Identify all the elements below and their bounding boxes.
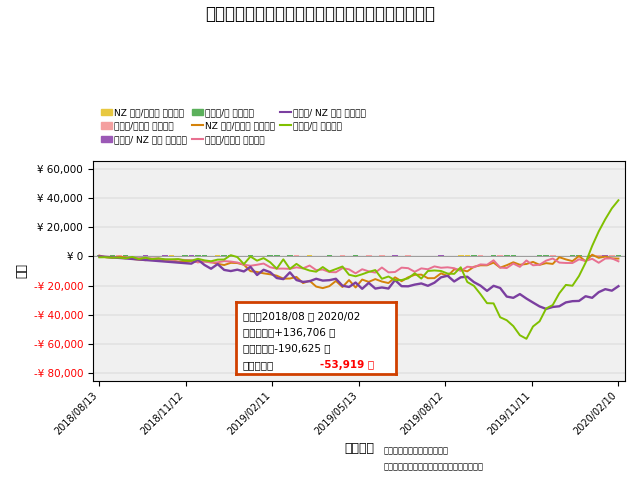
Text: 期間：2018/08 ～ 2020/02: 期間：2018/08 ～ 2020/02 — [243, 311, 360, 321]
Bar — [570, 255, 575, 256]
Bar — [438, 255, 444, 256]
Text: 評価損益：-190,625 円: 評価損益：-190,625 円 — [243, 343, 330, 353]
豪ドル/円 合計損益 — [523, 336, 531, 342]
豪ドル/ NZ ドル 合計損益 — [451, 278, 458, 284]
Bar — [497, 255, 503, 256]
Text: 合計損益：ポジションを全決済した時の損益: 合計損益：ポジションを全決済した時の損益 — [384, 462, 484, 471]
NZ ドル/米ドル 合計損益 — [437, 270, 445, 276]
豪ドル/円 合計損益 — [562, 282, 570, 288]
NZ ドル/米ドル 合計損益 — [588, 252, 596, 258]
Text: 実現損益：決済益＋スワップ: 実現損益：決済益＋スワップ — [384, 446, 449, 456]
豪ドル/ NZ ドル 合計損益 — [562, 300, 570, 305]
Line: NZ ドル/米ドル 合計損益: NZ ドル/米ドル 合計損益 — [99, 255, 618, 288]
豪ドル/ NZ ドル 合計損益 — [95, 253, 103, 259]
豪ドル/米ドル 合計損益 — [411, 269, 419, 275]
Bar — [477, 255, 483, 256]
Bar — [465, 255, 470, 256]
Line: 豪ドル/円 合計損益: 豪ドル/円 合計損益 — [99, 200, 618, 339]
豪ドル/米ドル 合計損益 — [417, 265, 425, 271]
豪ドル/円 合計損益 — [451, 271, 458, 277]
豪ドル/円 合計損益 — [614, 197, 622, 203]
豪ドル/円 合計損益 — [411, 270, 419, 276]
Bar — [307, 255, 312, 256]
豪ドル/米ドル 合計損益 — [562, 260, 570, 266]
Bar — [458, 255, 463, 256]
Bar — [366, 255, 372, 256]
豪ドル/円 合計損益 — [95, 254, 103, 260]
Bar — [189, 255, 194, 256]
豪ドル/米ドル 合計損益 — [457, 268, 465, 274]
Text: -53,919 円: -53,919 円 — [319, 360, 374, 370]
豪ドル/米ドル 合計損益 — [326, 269, 333, 275]
Bar — [589, 255, 595, 256]
Bar — [550, 255, 556, 256]
Bar — [543, 255, 549, 256]
豪ドル/ NZ ドル 合計損益 — [431, 280, 438, 286]
Bar — [215, 255, 220, 256]
豪ドル/ NZ ドル 合計損益 — [614, 283, 622, 289]
Text: トラッキングトレードの実現損益と合計損益の推移: トラッキングトレードの実現損益と合計損益の推移 — [205, 5, 435, 23]
豪ドル/米ドル 合計損益 — [352, 270, 360, 276]
豪ドル/米ドル 合計損益 — [437, 265, 445, 271]
Text: 実現損益：+136,706 円: 実現損益：+136,706 円 — [243, 327, 335, 337]
NZ ドル/米ドル 合計損益 — [411, 272, 419, 277]
Legend: NZ ドル/米ドル 実現損益, 豪ドル/米ドル 実現損益, 豪ドル/ NZ ドル 実現損益, 豪ドル/円 実現損益, NZ ドル/米ドル 合計損益, 豪ドル/米: NZ ドル/米ドル 実現損益, 豪ドル/米ドル 実現損益, 豪ドル/ NZ ドル… — [97, 105, 370, 148]
Bar — [294, 255, 300, 256]
Bar — [379, 255, 385, 256]
Bar — [340, 255, 345, 256]
X-axis label: 運用期間: 運用期間 — [344, 443, 374, 456]
豪ドル/米ドル 合計損益 — [614, 258, 622, 264]
豪ドル/ NZ ドル 合計損益 — [411, 282, 419, 288]
NZ ドル/米ドル 合計損益 — [95, 252, 103, 258]
豪ドル/ NZ ドル 合計損益 — [404, 283, 412, 289]
NZ ドル/米ドル 合計損益 — [332, 278, 340, 284]
Bar — [169, 255, 175, 256]
NZ ドル/米ドル 合計損益 — [614, 256, 622, 262]
豪ドル/米ドル 合計損益 — [95, 254, 103, 260]
Bar — [405, 255, 411, 256]
豪ドル/ NZ ドル 合計損益 — [542, 306, 550, 312]
Line: 豪ドル/米ドル 合計損益: 豪ドル/米ドル 合計損益 — [99, 257, 618, 273]
Line: 豪ドル/ NZ ドル 合計損益: 豪ドル/ NZ ドル 合計損益 — [99, 256, 618, 309]
Bar — [616, 255, 621, 256]
豪ドル/円 合計損益 — [431, 267, 438, 273]
Bar — [596, 255, 602, 256]
豪ドル/円 合計損益 — [326, 269, 333, 275]
豪ドル/ NZ ドル 合計損益 — [326, 277, 333, 283]
NZ ドル/米ドル 合計損益 — [319, 285, 326, 291]
NZ ドル/米ドル 合計損益 — [417, 272, 425, 277]
豪ドル/円 合計損益 — [404, 276, 412, 281]
NZ ドル/米ドル 合計損益 — [562, 256, 570, 262]
Y-axis label: 残高: 残高 — [15, 264, 28, 278]
Bar — [609, 255, 614, 256]
NZ ドル/米ドル 合計損益 — [457, 267, 465, 273]
Text: 合計損益：: 合計損益： — [243, 360, 274, 370]
